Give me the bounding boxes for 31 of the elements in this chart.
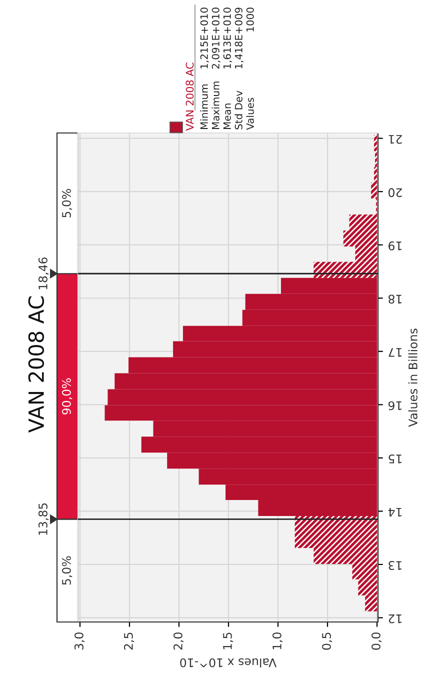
text: Minimum 1,215E+010 [200,8,209,130]
x-tick-label: 1,0 [272,632,283,650]
y-axis-title: Values in Billions [408,328,418,427]
x-axis-title: Values x 10^-10 [180,658,277,668]
x-tick-label: 0,5 [322,632,332,650]
ref-line-label: 13,85 [38,503,49,535]
y-tick-label: 21 [388,135,402,144]
text: Values 1000 [246,8,254,130]
y-tick-label: 13 [388,561,402,570]
text: 5,0% [62,188,72,218]
text: VAN 2008 AC [186,62,194,131]
y-tick-label: 16 [388,401,402,410]
x-tick-label: 0,0 [372,632,382,650]
text: Maximum 2,091E+010 [212,8,220,130]
y-tick-label: 17 [388,348,402,357]
x-tick-label: 2,5 [124,632,134,650]
y-tick-label: 15 [388,454,402,464]
y-tick-label: 14 [388,508,402,517]
text: Mean 1,613E+010 [223,8,232,130]
y-tick-label: 19 [388,241,402,250]
text: 90,0% [62,378,72,414]
text: VAN 2008 AC [28,296,44,433]
ref-line-label: 18,46 [38,257,49,290]
text: 5,0% [62,556,72,585]
y-tick-label: 18 [388,294,402,304]
text: Std Dev 1,418E+009 [234,8,244,130]
x-tick-label: 3,0 [74,632,85,650]
y-tick-label: 20 [388,188,402,198]
x-tick-label: 1,5 [223,632,234,650]
y-tick-label: 12 [388,614,402,624]
x-tick-label: 2,0 [173,632,184,650]
